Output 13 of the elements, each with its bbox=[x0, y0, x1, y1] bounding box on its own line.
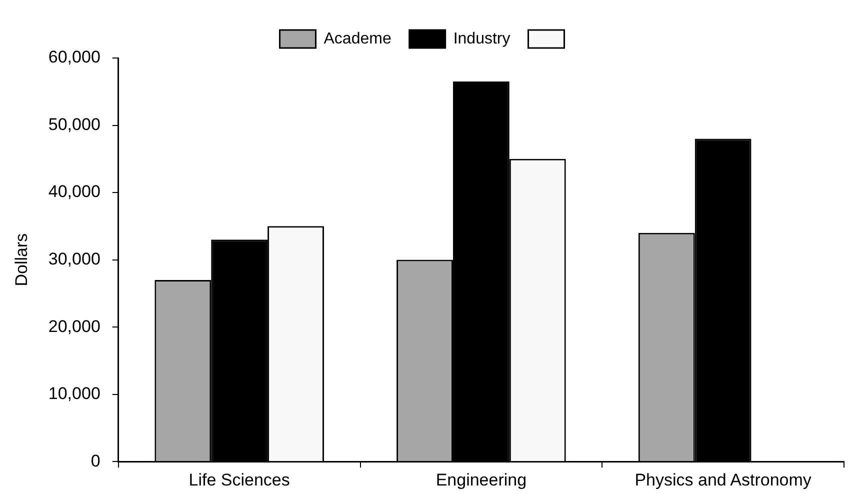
y-tick-label: 40,000 bbox=[48, 182, 100, 202]
y-tick-label: 50,000 bbox=[48, 114, 100, 134]
x-tick-label: Life Sciences bbox=[188, 470, 290, 490]
y-tick-label: 0 bbox=[90, 451, 100, 470]
y-tick-label: 20,000 bbox=[48, 316, 100, 336]
y-axis-title: Dollars bbox=[12, 233, 31, 286]
x-tick-label: Physics and Astronomy bbox=[634, 470, 812, 490]
legend-label: Industry bbox=[453, 30, 510, 48]
x-tick-label: Engineering bbox=[436, 470, 527, 490]
legend-label: Academe bbox=[324, 30, 392, 48]
y-tick-label: 30,000 bbox=[48, 249, 100, 268]
y-tick-label: 60,000 bbox=[48, 48, 100, 67]
y-tick-label: 10,000 bbox=[48, 384, 100, 404]
